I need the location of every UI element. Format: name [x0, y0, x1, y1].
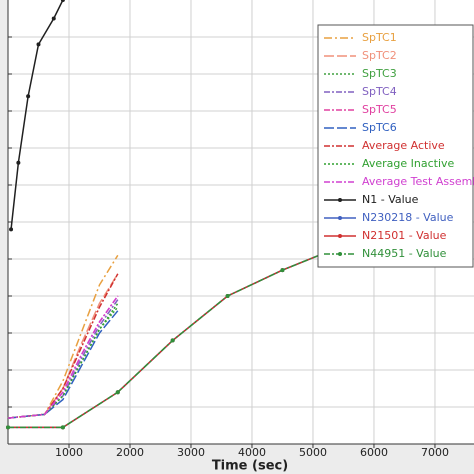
legend-label: SpTC1	[362, 31, 397, 44]
series-line	[7, 302, 119, 419]
series-line	[7, 310, 119, 419]
x-tick-label: 2000	[116, 446, 144, 459]
point	[9, 227, 14, 232]
x-tick-label: 5000	[299, 446, 327, 459]
legend-label: SpTC4	[362, 85, 397, 98]
legend-marker	[338, 234, 342, 238]
series-line	[7, 295, 119, 419]
series-line	[10, 0, 64, 230]
legend-marker	[338, 216, 342, 220]
legend-label: SpTC5	[362, 103, 397, 116]
point	[60, 0, 65, 2]
legend-label: SpTC3	[362, 67, 397, 80]
point	[115, 390, 120, 395]
legend-label: N44951 - Value	[362, 247, 447, 260]
legend-label: Average Inactive	[362, 157, 455, 170]
x-tick-label: 1000	[55, 446, 83, 459]
point	[16, 160, 21, 165]
legend-label: N21501 - Value	[362, 229, 447, 242]
point	[26, 94, 31, 99]
x-tick-label: 6000	[360, 446, 388, 459]
legend-label: Average Test Assembli	[362, 175, 474, 188]
point	[51, 16, 56, 21]
legend-label: SpTC6	[362, 121, 397, 134]
legend: SpTC1 SpTC2 SpTC3 SpTC4 SpTC5 SpTC6 Average Ac…	[317, 24, 474, 268]
x-tick-label: 7000	[421, 446, 449, 459]
series-line	[7, 273, 119, 419]
x-axis-label: Time (sec)	[212, 459, 288, 474]
legend-label: Average Active	[362, 139, 445, 152]
x-tick-label: 3000	[177, 446, 205, 459]
point	[60, 425, 65, 430]
x-tick-label: 4000	[238, 446, 266, 459]
point	[6, 425, 10, 430]
point	[280, 268, 285, 273]
legend-marker	[338, 252, 342, 256]
legend-marker	[338, 198, 342, 202]
series-line	[7, 254, 119, 419]
point	[36, 42, 41, 47]
point	[170, 338, 175, 343]
point	[225, 294, 230, 298]
legend-label: SpTC2	[362, 49, 397, 62]
legend-label: N1 - Value	[362, 193, 419, 206]
series-line	[7, 299, 119, 419]
legend-label: N230218 - Value	[362, 211, 454, 224]
legend-box	[317, 24, 474, 268]
